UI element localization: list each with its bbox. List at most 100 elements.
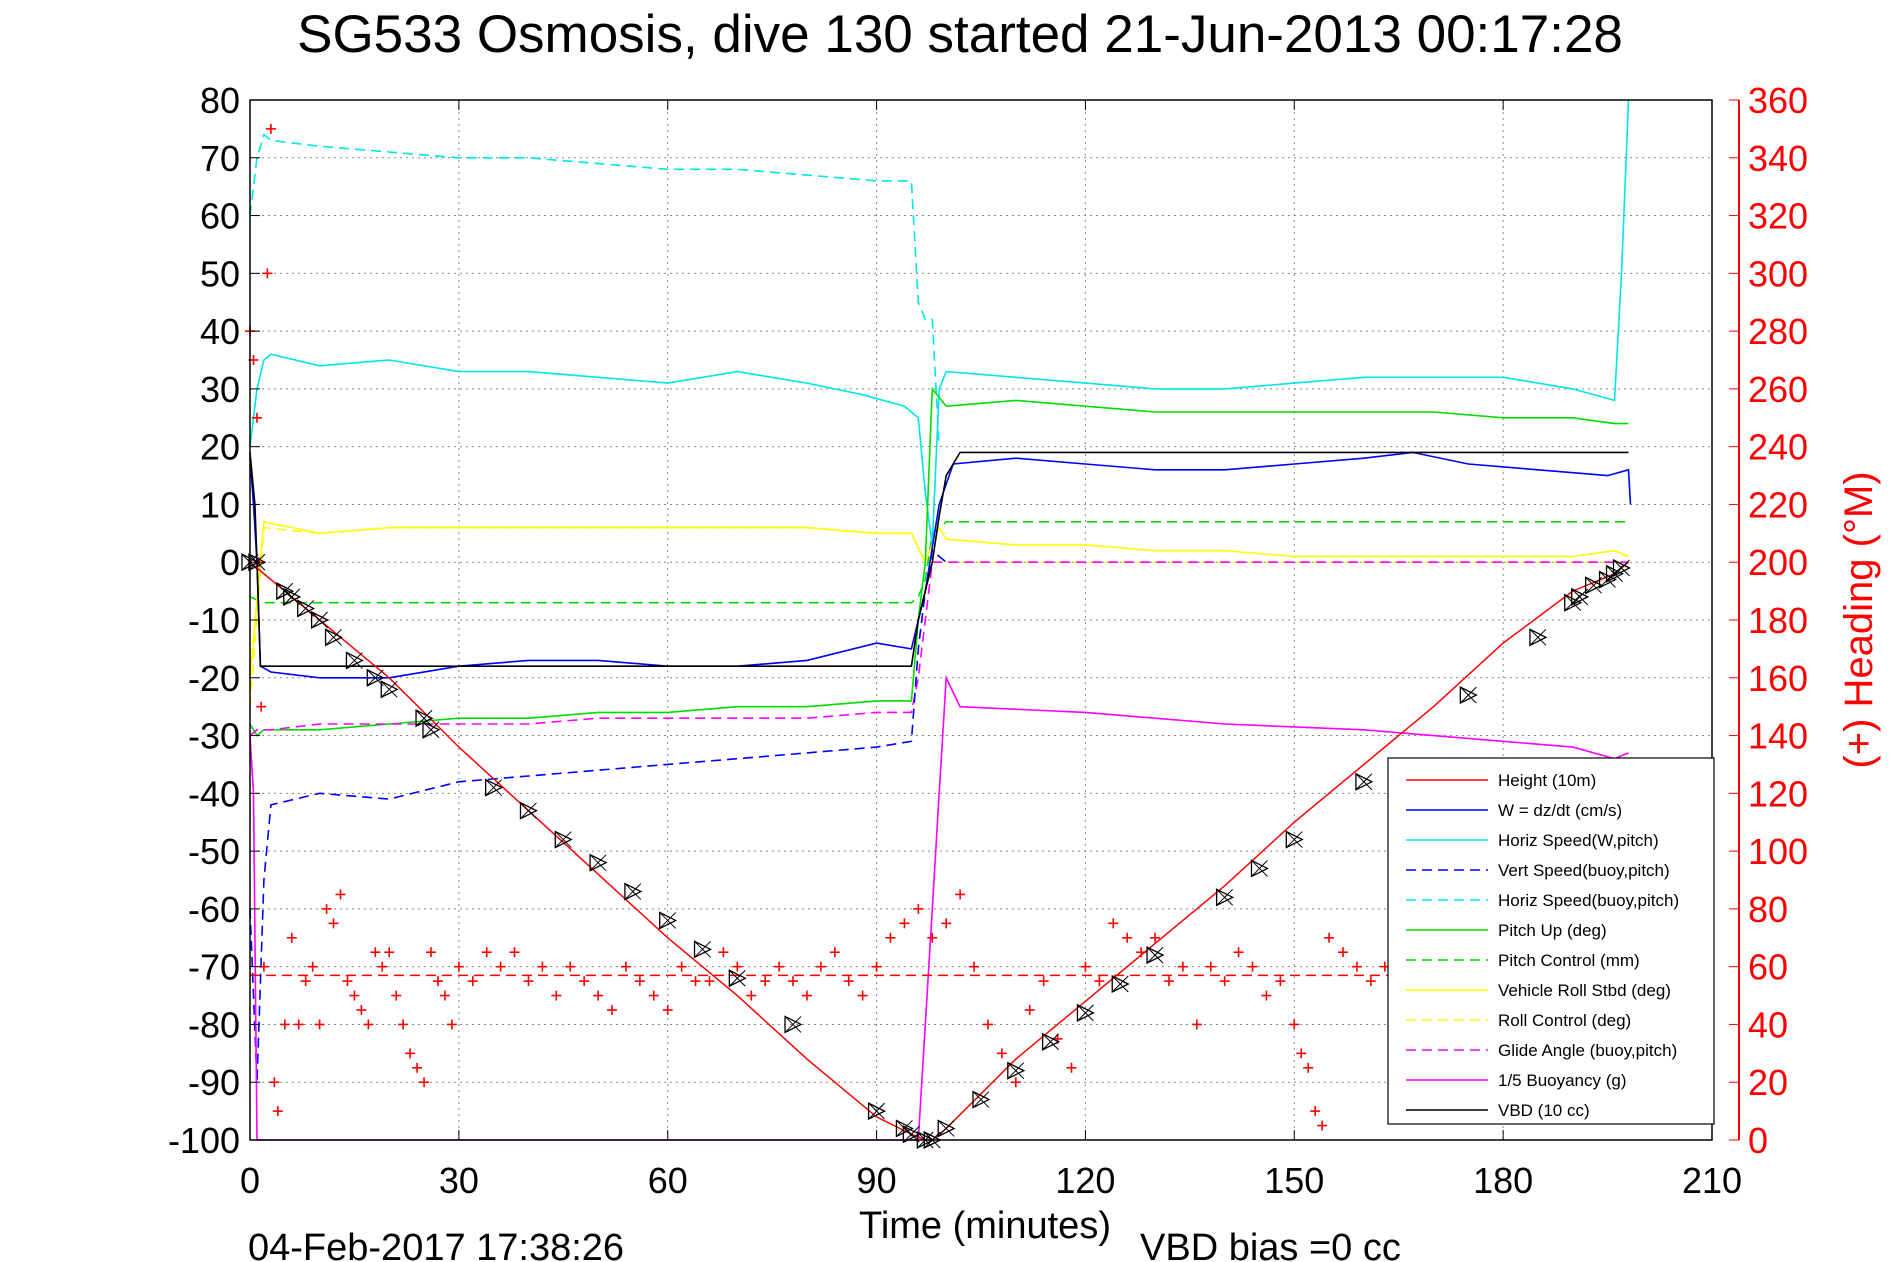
- y2-tick-label: 80: [1748, 889, 1788, 930]
- heading-point: [1163, 976, 1174, 987]
- y2-tick-label: 360: [1748, 80, 1808, 121]
- height-marker: [422, 720, 441, 739]
- heading-point: [1108, 918, 1119, 929]
- heading-point: [1351, 961, 1362, 972]
- heading-point: [676, 961, 687, 972]
- y2-tick-label: 180: [1748, 600, 1808, 641]
- height-marker: [1007, 1061, 1026, 1080]
- heading-point: [955, 889, 966, 900]
- heading-point: [1303, 1062, 1314, 1073]
- heading-point: [356, 1005, 367, 1015]
- heading-point: [1289, 1019, 1300, 1030]
- legend-label-pitch-up: Pitch Up (deg): [1498, 921, 1607, 940]
- series-w: [249, 451, 1632, 679]
- heading-point: [1338, 947, 1349, 958]
- y-tick-label: -40: [188, 773, 240, 814]
- heading-point: [467, 976, 478, 987]
- height-marker: [1076, 1003, 1095, 1022]
- heading-point: [419, 1077, 430, 1088]
- y-tick-label: 30: [200, 369, 240, 410]
- y2-tick-label: 120: [1748, 773, 1808, 814]
- legend-label-height: Height (10m): [1498, 771, 1596, 790]
- heading-point: [1310, 1106, 1321, 1117]
- y2-axis-ticks: 0 20 40 60 80 100 120 140 160 180 200 220 240 260 280 3…: [1729, 80, 1808, 1161]
- series-glide: [249, 561, 1629, 737]
- height-marker: [519, 801, 538, 820]
- heading-point: [982, 1019, 993, 1030]
- height-marker: [1355, 772, 1374, 791]
- height-marker: [659, 911, 678, 930]
- y-tick-label: 70: [200, 138, 240, 179]
- height-marker: [1111, 974, 1130, 994]
- heading-point: [481, 947, 492, 958]
- y-axis-ticks: -100-90-80-70-60-50-40-30-20-10010203040…: [168, 80, 260, 1161]
- heading-point: [391, 990, 402, 1001]
- heading-point: [634, 976, 645, 987]
- y-tick-label: -50: [188, 831, 240, 872]
- heading-point: [384, 947, 395, 958]
- chart-title: SG533 Osmosis, dive 130 started 21-Jun-2…: [297, 5, 1623, 64]
- height-marker: [1529, 628, 1548, 647]
- heading-point: [1066, 1062, 1077, 1073]
- heading-point: [565, 961, 576, 972]
- heading-point: [1094, 976, 1105, 987]
- heading-point: [523, 976, 534, 987]
- legend-label-vert-buoy: Vert Speed(buoy,pitch): [1498, 861, 1670, 880]
- height-marker: [728, 969, 747, 988]
- heading-point: [1275, 976, 1286, 987]
- height-marker: [624, 882, 643, 901]
- heading-point: [495, 961, 506, 972]
- height-marker: [276, 582, 295, 601]
- heading-point: [363, 1019, 374, 1030]
- heading-point: [718, 947, 729, 958]
- series-roll-ctrl: [249, 526, 1629, 707]
- heading-point: [293, 1019, 304, 1030]
- heading-point: [1080, 961, 1091, 972]
- heading-point: [432, 976, 443, 987]
- heading-point: [321, 903, 332, 914]
- heading-point: [871, 961, 882, 972]
- heading-point: [801, 990, 812, 1001]
- heading-point: [412, 1062, 423, 1073]
- height-marker: [554, 830, 573, 849]
- heading-point: [314, 1019, 325, 1030]
- y2-tick-label: 340: [1748, 138, 1808, 179]
- x-axis-ticks: 0 30 60 90 120 150 180 210: [240, 100, 1742, 1201]
- series-horiz-buoy: [249, 133, 940, 447]
- x-tick-label: 90: [857, 1160, 897, 1201]
- heading-point: [1324, 932, 1335, 943]
- legend-label-roll-ctrl: Roll Control (deg): [1498, 1011, 1631, 1030]
- heading-point: [335, 889, 346, 900]
- y2-tick-label: 320: [1748, 196, 1808, 237]
- heading-point: [328, 918, 339, 929]
- series-pitch-ctrl: [249, 520, 1629, 604]
- heading-point: [927, 932, 938, 943]
- x-tick-label: 120: [1055, 1160, 1115, 1201]
- height-marker: [693, 940, 712, 959]
- heading-point: [1024, 1005, 1035, 1015]
- heading-point: [969, 961, 980, 972]
- heading-point: [593, 990, 604, 1001]
- heading-point: [1122, 932, 1133, 943]
- heading-point: [1191, 1019, 1202, 1030]
- y-tick-label: -90: [188, 1062, 240, 1103]
- heading-point: [370, 947, 381, 958]
- heading-point: [1205, 961, 1216, 972]
- heading-point: [1010, 1077, 1021, 1088]
- x-axis-label: Time (minutes): [859, 1205, 1111, 1247]
- legend-label-buoyancy: 1/5 Buoyancy (g): [1498, 1071, 1627, 1090]
- y-tick-label: 40: [200, 311, 240, 352]
- x-tick-label: 150: [1264, 1160, 1324, 1201]
- heading-point: [1365, 976, 1376, 987]
- y2-tick-label: 200: [1748, 542, 1808, 583]
- y-tick-label: -10: [188, 600, 240, 641]
- y2-tick-label: 0: [1748, 1120, 1768, 1161]
- y2-tick-label: 260: [1748, 369, 1808, 410]
- y2-tick-label: 100: [1748, 831, 1808, 872]
- y2-tick-label: 20: [1748, 1062, 1788, 1103]
- legend-label-glide: Glide Angle (buoy,pitch): [1498, 1041, 1677, 1060]
- heading-point: [446, 1019, 457, 1030]
- height-marker: [937, 1119, 956, 1138]
- heading-point: [307, 961, 318, 972]
- heading-point: [732, 961, 743, 972]
